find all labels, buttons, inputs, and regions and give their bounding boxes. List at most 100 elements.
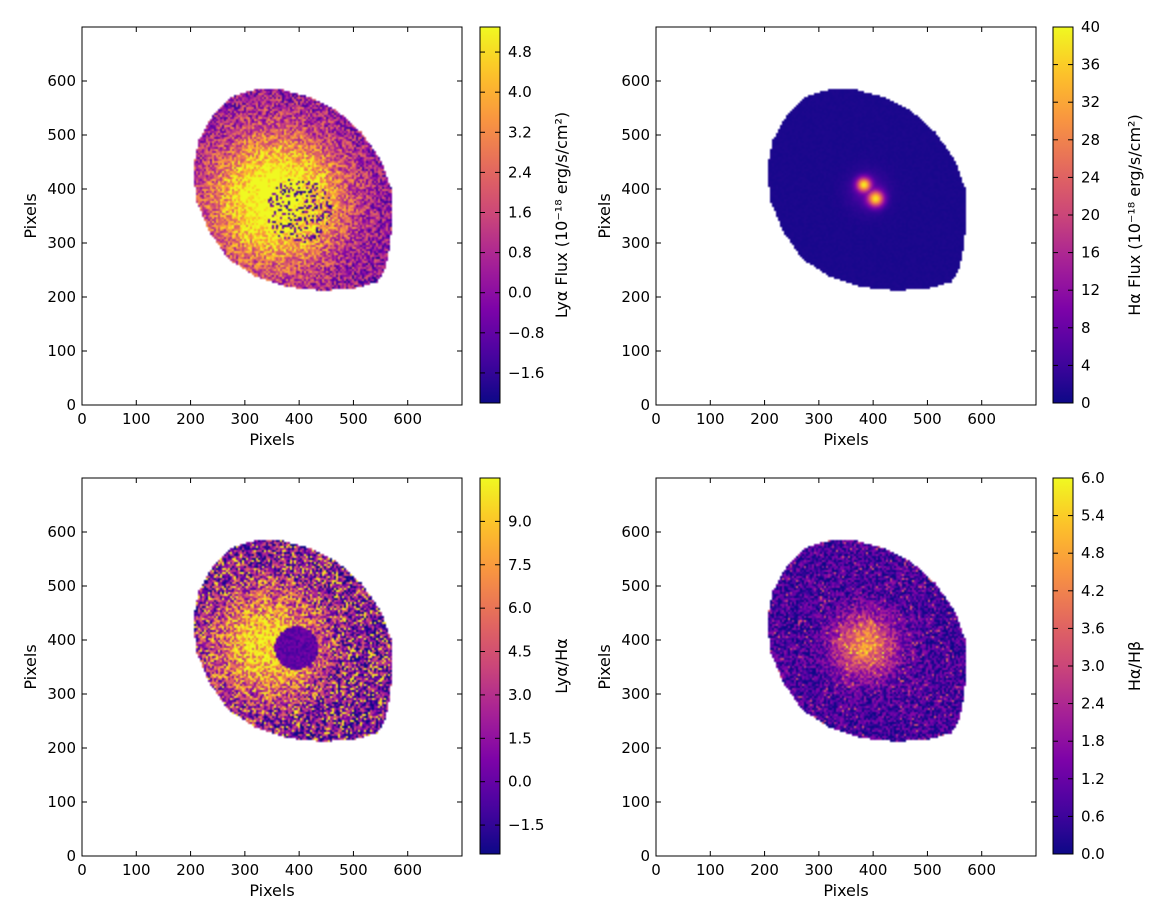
panel-bottom-right-ytick-label: 300 [621, 685, 650, 703]
panel-bottom-left-heatmap [82, 478, 462, 856]
panel-bottom-right-ytick-label: 500 [621, 577, 650, 595]
panel-top-left-ytick-label: 400 [47, 180, 76, 198]
panel-bottom-right-xtick-label: 600 [967, 861, 996, 879]
panel-top-left-xtick-label: 0 [77, 410, 87, 428]
panel-bottom-right-colorbar-tick-label: 4.8 [1081, 544, 1105, 562]
panel-top-left-colorbar-tick-label: 2.4 [508, 163, 532, 181]
panel-bottom-right-ytick-label: 200 [621, 739, 650, 757]
panel-top-left-colorbar-tick-label: 1.6 [508, 203, 532, 221]
panel-bottom-right-xtick-label: 500 [913, 861, 942, 879]
panel-top-right-heatmap [656, 27, 1036, 405]
panel-bottom-right-ytick-label: 0 [640, 847, 650, 865]
panel-bottom-left-ytick-label: 200 [47, 739, 76, 757]
panel-bottom-right-colorbar-label: Hα/Hβ [1125, 641, 1144, 691]
panel-bottom-left: 0 100 200 300 400 500 600 0 100 200 300 400 500 600 Pi… [21, 477, 571, 900]
panel-bottom-right-heatmap [656, 478, 1036, 856]
panel-top-left-ylabel: Pixels [21, 193, 40, 238]
panel-bottom-left-colorbar [479, 477, 501, 855]
panel-top-right-colorbar-tick-label: 16 [1081, 244, 1100, 262]
panel-top-left-xtick-label: 600 [393, 410, 422, 428]
panel-bottom-left-ylabel: Pixels [21, 644, 40, 689]
panel-top-left: 0 100 200 300 400 500 600 0 100 200 300 400 500 600 Pi… [21, 26, 571, 449]
panel-top-left-colorbar-tick-label: −0.8 [508, 324, 544, 342]
panel-top-left-colorbar-tick-label: 4.0 [508, 83, 532, 101]
panel-bottom-right-xtick-label: 0 [651, 861, 661, 879]
panel-top-right-ytick-label: 200 [621, 288, 650, 306]
panel-bottom-right-xtick-label: 200 [750, 861, 779, 879]
panel-bottom-right-colorbar-tick-label: 3.6 [1081, 619, 1105, 637]
panel-top-right-ytick-label: 0 [640, 396, 650, 414]
panel-bottom-left-colorbar-tick-label: 7.5 [508, 556, 532, 574]
panel-top-left-ytick-label: 600 [47, 72, 76, 90]
panel-top-left-xtick-label: 100 [122, 410, 151, 428]
panel-bottom-left-colorbar-tick-label: 0.0 [508, 773, 532, 791]
panel-bottom-right-xtick-label: 400 [859, 861, 888, 879]
panel-top-left-xtick-label: 300 [231, 410, 260, 428]
panel-top-left-xlabel: Pixels [249, 430, 294, 449]
panel-top-right-axes-frame [655, 26, 1037, 406]
panel-top-right-colorbar-tick-label: 40 [1081, 18, 1100, 36]
panel-bottom-right-xtick-label: 100 [696, 861, 725, 879]
panel-top-right-ytick-label: 500 [621, 126, 650, 144]
panel-top-right-ytick-label: 100 [621, 342, 650, 360]
panel-bottom-right-ylabel: Pixels [595, 644, 614, 689]
panel-bottom-right-xlabel: Pixels [823, 881, 868, 900]
panel-bottom-left-xlabel: Pixels [249, 881, 294, 900]
panel-bottom-right-colorbar-tick-label: 2.4 [1081, 695, 1105, 713]
panel-bottom-right: 0 100 200 300 400 500 600 0 100 200 300 400 500 600 Pi… [595, 469, 1144, 900]
panel-top-right-colorbar-tick-label: 36 [1081, 56, 1100, 74]
panel-bottom-right-colorbar-tick-label: 3.0 [1081, 657, 1105, 675]
panel-bottom-left-ytick-label: 300 [47, 685, 76, 703]
panel-top-left-colorbar-tick-label: 3.2 [508, 123, 532, 141]
panel-top-left-ytick-label: 300 [47, 234, 76, 252]
panel-top-right-colorbar-tick-label: 24 [1081, 168, 1100, 186]
panel-bottom-left-xtick-label: 200 [176, 861, 205, 879]
panel-top-right-xtick-label: 400 [859, 410, 888, 428]
panel-top-left-xtick-label: 500 [339, 410, 368, 428]
panel-bottom-right-xtick-label: 300 [805, 861, 834, 879]
panel-top-right-xtick-label: 0 [651, 410, 661, 428]
panel-top-right-ylabel: Pixels [595, 193, 614, 238]
panel-top-right-ytick-label: 400 [621, 180, 650, 198]
panel-bottom-right-colorbar-tick-label: 5.4 [1081, 507, 1105, 525]
panel-bottom-left-colorbar-label: Lyα/Hα [552, 638, 571, 693]
panel-top-right-colorbar-tick-label: 20 [1081, 206, 1100, 224]
panel-bottom-right-colorbar-tick-label: 0.0 [1081, 845, 1105, 863]
panel-bottom-left-colorbar-tick-label: 1.5 [508, 729, 532, 747]
panel-bottom-right-ytick-label: 100 [621, 793, 650, 811]
panel-bottom-left-colorbar-tick-label: 6.0 [508, 599, 532, 617]
panel-top-right-xtick-label: 300 [805, 410, 834, 428]
panel-top-right-colorbar-label: Hα Flux (10⁻¹⁸ erg/s/cm²) [1125, 114, 1144, 315]
panel-top-right-xtick-label: 100 [696, 410, 725, 428]
panel-top-right-colorbar-tick-label: 12 [1081, 281, 1100, 299]
panel-top-right-colorbar-tick-label: 32 [1081, 93, 1100, 111]
panel-top-left-ytick-label: 100 [47, 342, 76, 360]
panel-top-left-colorbar-label: Lyα Flux (10⁻¹⁸ erg/s/cm²) [552, 112, 571, 318]
panel-top-right-ytick-label: 300 [621, 234, 650, 252]
panel-top-right-xtick-label: 500 [913, 410, 942, 428]
panel-top-right-xlabel: Pixels [823, 430, 868, 449]
panel-bottom-left-axes-frame [81, 477, 463, 857]
panel-top-right-xtick-label: 200 [750, 410, 779, 428]
panel-top-right-xtick-label: 600 [967, 410, 996, 428]
panel-bottom-left-ytick-label: 100 [47, 793, 76, 811]
panel-bottom-left-ytick-label: 600 [47, 523, 76, 541]
panel-bottom-right-axes-frame [655, 477, 1037, 857]
panel-top-left-ytick-label: 200 [47, 288, 76, 306]
panel-bottom-left-colorbar-tick-label: 9.0 [508, 512, 532, 530]
panel-bottom-left-ytick-label: 0 [66, 847, 76, 865]
panel-bottom-left-xtick-label: 0 [77, 861, 87, 879]
panel-bottom-right-colorbar-tick-label: 1.8 [1081, 732, 1105, 750]
panel-bottom-right-colorbar-tick-label: 0.6 [1081, 807, 1105, 825]
panel-bottom-left-ytick-label: 500 [47, 577, 76, 595]
panel-top-left-colorbar-tick-label: 0.8 [508, 244, 532, 262]
panel-bottom-left-colorbar-tick-label: 3.0 [508, 686, 532, 704]
panel-bottom-left-xtick-label: 600 [393, 861, 422, 879]
panel-bottom-right-ytick-label: 400 [621, 631, 650, 649]
panel-top-right: 0 100 200 300 400 500 6000100200300400500600Pi… [595, 18, 1144, 449]
panel-bottom-right-colorbar-tick-label: 1.2 [1081, 770, 1105, 788]
panel-bottom-right-ytick-label: 600 [621, 523, 650, 541]
panel-bottom-left-ytick-label: 400 [47, 631, 76, 649]
panel-top-left-ytick-label: 0 [66, 396, 76, 414]
